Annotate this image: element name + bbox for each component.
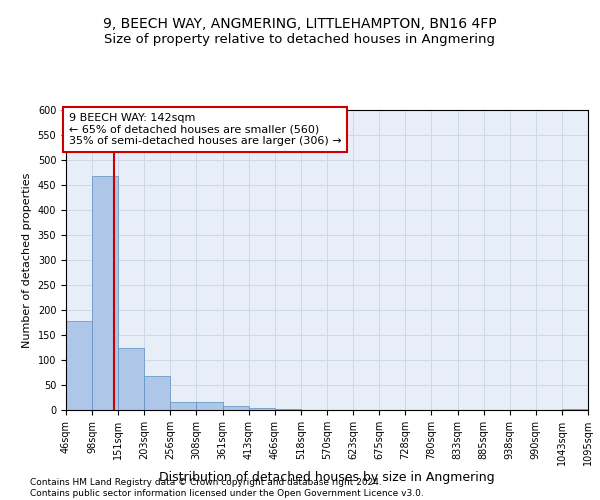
Text: 9 BEECH WAY: 142sqm
← 65% of detached houses are smaller (560)
35% of semi-detac: 9 BEECH WAY: 142sqm ← 65% of detached ho… bbox=[68, 113, 341, 146]
Text: 9, BEECH WAY, ANGMERING, LITTLEHAMPTON, BN16 4FP: 9, BEECH WAY, ANGMERING, LITTLEHAMPTON, … bbox=[103, 18, 497, 32]
Bar bbox=[144, 376, 170, 410]
Y-axis label: Number of detached properties: Number of detached properties bbox=[22, 172, 32, 348]
Bar bbox=[92, 176, 118, 410]
Bar bbox=[223, 406, 248, 410]
Bar bbox=[170, 402, 196, 410]
Text: Size of property relative to detached houses in Angmering: Size of property relative to detached ho… bbox=[104, 32, 496, 46]
Bar bbox=[66, 321, 92, 410]
Bar bbox=[118, 348, 144, 410]
Bar bbox=[248, 408, 275, 410]
Bar bbox=[275, 408, 301, 410]
Text: Contains HM Land Registry data © Crown copyright and database right 2024.
Contai: Contains HM Land Registry data © Crown c… bbox=[30, 478, 424, 498]
X-axis label: Distribution of detached houses by size in Angmering: Distribution of detached houses by size … bbox=[159, 470, 495, 484]
Bar bbox=[562, 408, 588, 410]
Bar bbox=[196, 402, 223, 410]
